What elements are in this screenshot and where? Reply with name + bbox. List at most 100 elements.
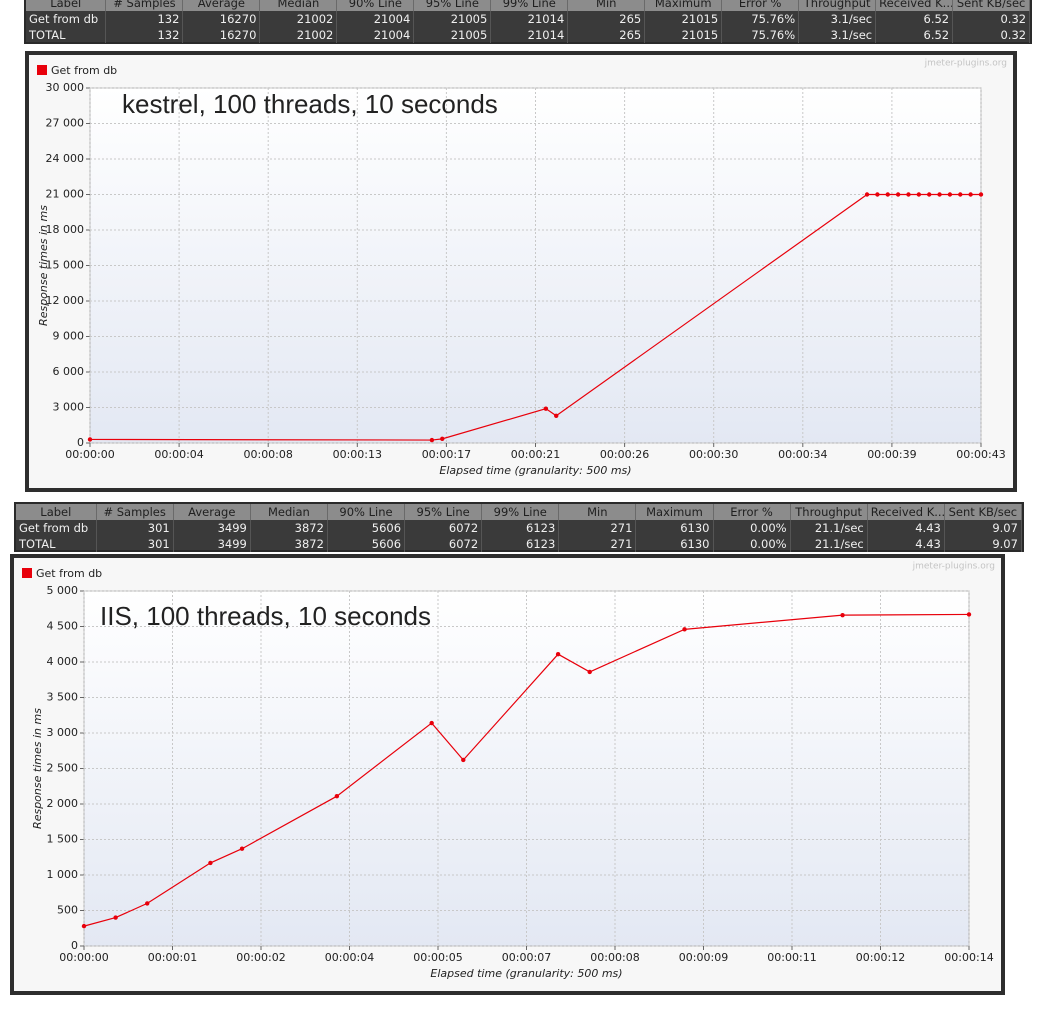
data-point [113,915,118,920]
watermark: jmeter-plugins.org [912,562,995,572]
data-point [429,720,434,726]
table-cell: 9.07 [945,520,1022,536]
data-point [554,413,559,418]
table-cell: 16270 [183,27,261,43]
column-header: Error % [722,0,800,11]
table-cell: 132 [106,11,184,27]
x-tick-label: 00:00:08 [243,448,292,461]
column-header: # Samples [96,504,174,520]
data-point [587,669,592,675]
table-cell: 21014 [491,11,569,27]
column-header: Maximum [645,0,723,11]
data-point [543,406,549,411]
table-cell: 16270 [183,11,261,27]
table-cell: 4.43 [868,520,945,536]
y-tick-label: 4 000 [47,655,79,668]
watermark: jmeter-plugins.org [924,59,1007,69]
table-cell: 3.1/sec [799,11,877,27]
column-header: Median [260,0,338,11]
y-tick-label: 18 000 [46,223,85,236]
table-cell: 3872 [251,536,328,552]
y-tick-label: 24 000 [46,152,85,165]
table-cell: 132 [106,27,184,43]
x-axis-title: Elapsed time (granularity: 500 ms) [430,967,622,980]
table-cell: 3.1/sec [799,27,877,43]
column-header: Sent KB/sec [944,504,1022,520]
x-tick-label: 00:00:11 [767,951,816,964]
column-header: Maximum [636,504,714,520]
column-header: Error % [713,504,791,520]
table-cell: 0.00% [714,520,791,536]
y-axis-title: Response times in ms [31,708,44,829]
y-tick-label: 3 000 [47,726,79,739]
x-tick-label: 00:00:09 [679,951,728,964]
summary-table: Label # Samples Average Median 90% Line 95% L… [24,0,1032,44]
legend-label: Get from db [51,64,117,77]
x-tick-label: 00:00:07 [502,951,551,964]
y-tick-label: 2 000 [47,797,79,810]
table-cell: 75.76% [722,11,800,27]
column-header: Sent KB/sec [953,0,1031,11]
data-point [978,192,984,197]
x-tick-label: 00:00:13 [333,448,382,461]
column-header: 99% Line [482,504,560,520]
y-tick-label: 5 000 [47,584,79,597]
table-cell: 21014 [491,27,569,43]
table-cell: 21.1/sec [791,520,868,536]
y-tick-label: 0 [77,436,84,449]
data-point [145,901,150,906]
column-header: 90% Line [327,504,406,520]
table-cell: 301 [97,520,174,536]
column-header: 99% Line [491,0,569,11]
column-header: 95% Line [405,504,483,520]
y-tick-label: 12 000 [46,294,85,307]
legend-label: Get from db [36,567,102,580]
x-tick-label: 00:00:30 [689,448,738,461]
annotation: kestrel, 100 threads, 10 seconds [122,89,498,119]
table-cell: 6072 [405,520,483,536]
x-tick-label: 00:00:17 [422,448,471,461]
table-cell: 21015 [645,27,723,43]
header-row: Label # Samples Average Median 90% Line 95% L… [16,504,1022,520]
table-cell: 21002 [260,11,338,27]
column-header: Received K... [867,504,945,520]
column-header: Throughput [799,0,877,11]
table-cell: Get from db [26,11,107,27]
table-cell: TOTAL [16,536,97,552]
table-cell: 3872 [251,520,328,536]
column-header: Average [173,504,251,520]
table-row: TOTAL 132 16270 21002 21004 21005 21014 265 2101… [26,27,1031,43]
column-header: Received K... [876,0,954,11]
y-tick-label: 3 500 [47,691,79,704]
column-header: 95% Line [414,0,492,11]
data-point [239,846,245,851]
table-cell: 6130 [636,520,714,536]
table-cell: 9.07 [945,536,1022,552]
x-tick-label: 00:00:34 [778,448,827,461]
x-tick-label: 00:00:00 [65,448,114,461]
y-tick-label: 2 500 [47,762,79,775]
x-tick-label: 00:00:43 [956,448,1005,461]
data-point [916,192,922,197]
data-point [461,757,466,763]
table-cell: 6.52 [876,27,954,43]
table-cell: 3499 [174,520,251,536]
x-tick-label: 00:00:01 [148,951,197,964]
table-cell: 6123 [482,536,560,552]
data-point [87,437,93,442]
data-point [840,612,845,618]
annotation: IIS, 100 threads, 10 seconds [100,601,431,631]
table-cell: TOTAL [26,27,107,43]
y-tick-label: 21 000 [46,188,85,201]
y-tick-label: 500 [57,904,78,917]
column-header: Min [568,0,646,11]
header-row: Label # Samples Average Median 90% Line 95% L… [26,0,1031,11]
table-cell: 21015 [645,11,723,27]
column-header: Label [26,0,107,11]
data-point [958,192,963,197]
y-tick-label: 6 000 [53,365,85,378]
table-row: Get from db 301 3499 3872 5606 6072 6123 271 613… [16,520,1022,536]
data-point [81,923,87,929]
